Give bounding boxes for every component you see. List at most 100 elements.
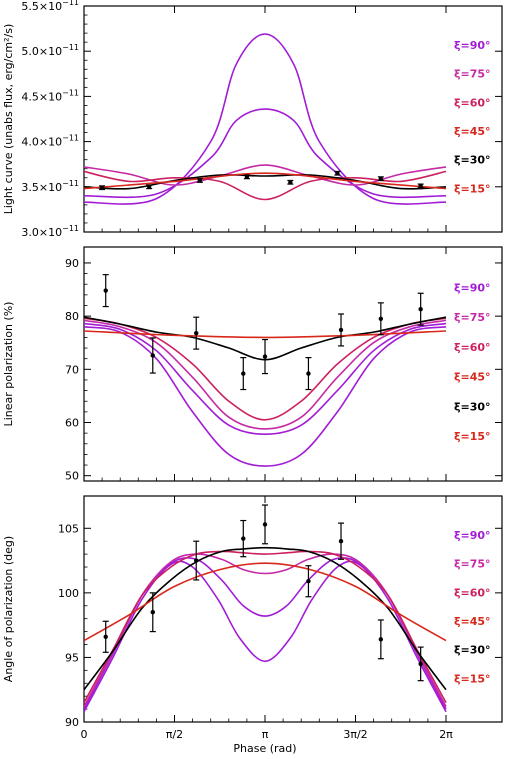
model-curves (84, 546, 447, 713)
series-line (84, 33, 447, 205)
legend-label: ξ=60° (454, 586, 491, 599)
data-point (150, 610, 155, 615)
y-axis-title: Light curve (unabs flux, erg/cm²/s) (2, 24, 15, 215)
legend-label: ξ=90° (454, 39, 491, 52)
y-tick-label: 70 (65, 363, 79, 376)
series-line (84, 330, 447, 339)
series-line (84, 550, 447, 703)
x-tick-label: 2π (439, 728, 453, 741)
legend-label: ξ=90° (454, 529, 491, 542)
y-tick-label: 90 (65, 716, 79, 729)
series-line (84, 174, 447, 190)
data-point (338, 327, 344, 333)
legend: ξ=90° ξ=75° ξ=60° ξ=45° ξ=30° ξ=15° (454, 39, 491, 196)
data-point (335, 171, 340, 176)
data-point (103, 288, 108, 293)
series-line (84, 326, 447, 467)
series-line (84, 317, 447, 421)
observed-data (102, 504, 424, 682)
series-line (84, 560, 447, 713)
data-point (418, 183, 423, 189)
data-point (99, 185, 105, 190)
data-point (338, 539, 344, 544)
y-axis-title: Linear polarization (%) (2, 302, 15, 427)
legend-label: ξ=45° (454, 125, 491, 138)
legend-label: ξ=30° (454, 644, 491, 657)
data-point (306, 371, 311, 376)
data-point (288, 180, 293, 185)
observed-data (99, 170, 424, 191)
legend-label: ξ=45° (454, 615, 491, 628)
legend-label: ξ=15° (454, 182, 491, 195)
data-point (241, 536, 246, 541)
legend: ξ=90° ξ=75° ξ=60° ξ=45° ξ=30° ξ=15° (454, 281, 491, 443)
legend-label: ξ=90° (454, 281, 491, 294)
legend-label: ξ=75° (454, 68, 491, 81)
y-tick-label: 4.5×10−11 (21, 88, 79, 103)
data-point (418, 661, 423, 667)
data-point (197, 178, 203, 183)
y-tick-label: 3.0×10−11 (21, 224, 79, 239)
series-line (84, 164, 447, 186)
plot-frame (83, 5, 503, 233)
y-axis-title: Angle of polarization (deg) (2, 536, 15, 682)
data-point (378, 637, 384, 642)
series-line (84, 172, 447, 190)
y-tick-label: 105 (58, 522, 79, 535)
y-tick-label: 60 (65, 417, 79, 430)
legend-label: ξ=60° (454, 341, 491, 354)
light-curve-panel: 3.0×10−11 3.5×10−11 4.0×10−11 4.5×10−11 5.0×… (2, 0, 503, 239)
observed-data (102, 274, 424, 391)
linear-polarization-panel: 50 60 70 80 90 ξ=90° ξ=75° ξ=60° ξ=45° ξ=30° ξ=15°… (2, 246, 503, 483)
model-curves (84, 33, 447, 205)
x-tick-label: π/2 (166, 728, 183, 741)
series-line (84, 556, 447, 710)
series-line (84, 562, 447, 642)
data-point (241, 371, 246, 376)
data-point (262, 522, 268, 527)
series-line (84, 319, 447, 430)
data-point (103, 634, 108, 639)
y-tick-label: 80 (65, 310, 79, 323)
y-tick-label: 5.0×10−11 (21, 43, 79, 58)
plot-frame (83, 246, 503, 482)
data-point (146, 184, 152, 189)
series-line (84, 170, 447, 201)
x-axis-title: Phase (rad) (233, 742, 296, 755)
y-tick-label: 100 (58, 587, 79, 600)
legend-label: ξ=30° (454, 400, 491, 413)
data-point (262, 354, 268, 359)
data-point (244, 174, 250, 180)
legend-label: ξ=30° (454, 154, 491, 167)
legend: ξ=90° ξ=75° ξ=60° ξ=45° ξ=30° ξ=15° (454, 529, 491, 686)
series-line (84, 546, 447, 691)
data-point (378, 176, 384, 181)
data-point (418, 307, 423, 312)
y-tick-label: 95 (65, 651, 79, 664)
legend-label: ξ=75° (454, 558, 491, 571)
y-tick-label: 90 (65, 257, 79, 270)
data-point (194, 558, 199, 563)
legend-label: ξ=15° (454, 672, 491, 685)
y-tick-label: 3.5×10−11 (21, 179, 79, 194)
legend-label: ξ=45° (454, 371, 491, 384)
angle-of-polarization-panel: 90 95 100 105 ξ=90° ξ=75° ξ=60° ξ=45° ξ=30° ξ=15°… (2, 495, 503, 755)
data-point (194, 330, 199, 336)
x-tick-label: 3π/2 (343, 728, 367, 741)
y-tick-label: 50 (65, 470, 79, 483)
x-tick-label: π (262, 728, 269, 741)
y-tick-label: 4.0×10−11 (21, 134, 79, 149)
plot-frame (83, 495, 503, 723)
data-point (150, 353, 155, 358)
legend-label: ξ=60° (454, 96, 491, 109)
x-tick-label: 0 (81, 728, 88, 741)
series-line (84, 108, 447, 199)
y-tick-label: 5.5×10−11 (21, 0, 79, 13)
legend-label: ξ=75° (454, 311, 491, 324)
data-point (378, 316, 384, 321)
series-line (84, 553, 447, 707)
legend-label: ξ=15° (454, 430, 491, 443)
series-line (84, 322, 447, 436)
data-point (306, 579, 311, 584)
